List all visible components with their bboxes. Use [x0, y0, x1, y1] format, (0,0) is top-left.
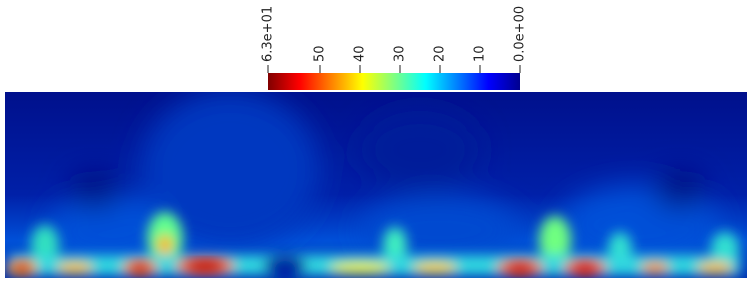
tick-label: 30	[393, 45, 408, 62]
tick-label: 50	[313, 45, 328, 62]
tick-label: 40	[353, 45, 368, 62]
color-bar-ticks: 6.3e+01 50 40 30 20 10 0.0e+00	[261, 6, 528, 73]
tick-label: 20	[433, 45, 448, 62]
tick-label: 6.3e+01	[261, 6, 276, 62]
tick-label: 0.0e+00	[513, 6, 528, 62]
scalar-field	[5, 92, 747, 278]
color-bar	[268, 73, 520, 90]
tick-label: 10	[473, 45, 488, 62]
